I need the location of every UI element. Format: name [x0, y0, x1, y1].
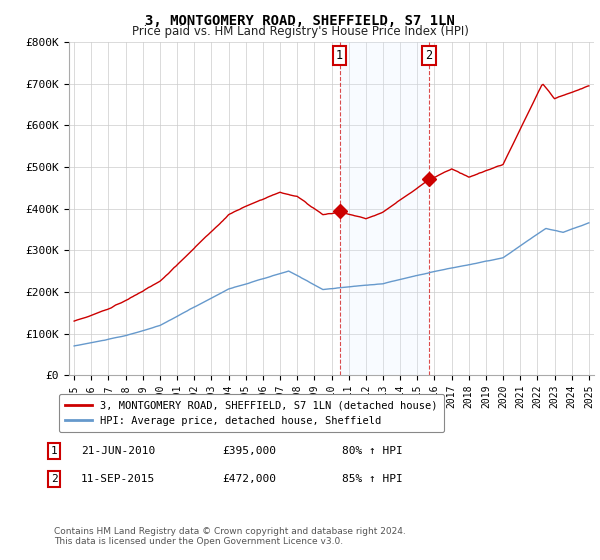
- Text: 1: 1: [50, 446, 58, 456]
- Text: 2: 2: [50, 474, 58, 484]
- Legend: 3, MONTGOMERY ROAD, SHEFFIELD, S7 1LN (detached house), HPI: Average price, deta: 3, MONTGOMERY ROAD, SHEFFIELD, S7 1LN (d…: [59, 394, 443, 432]
- Text: 21-JUN-2010: 21-JUN-2010: [81, 446, 155, 456]
- Text: £472,000: £472,000: [222, 474, 276, 484]
- Text: 80% ↑ HPI: 80% ↑ HPI: [342, 446, 403, 456]
- Text: Contains HM Land Registry data © Crown copyright and database right 2024.
This d: Contains HM Land Registry data © Crown c…: [54, 526, 406, 546]
- Text: 2: 2: [425, 49, 433, 62]
- Text: 1: 1: [336, 49, 343, 62]
- Text: 85% ↑ HPI: 85% ↑ HPI: [342, 474, 403, 484]
- Text: 3, MONTGOMERY ROAD, SHEFFIELD, S7 1LN: 3, MONTGOMERY ROAD, SHEFFIELD, S7 1LN: [145, 14, 455, 28]
- Text: £395,000: £395,000: [222, 446, 276, 456]
- Bar: [340, 42, 429, 375]
- Text: 11-SEP-2015: 11-SEP-2015: [81, 474, 155, 484]
- Text: Price paid vs. HM Land Registry's House Price Index (HPI): Price paid vs. HM Land Registry's House …: [131, 25, 469, 38]
